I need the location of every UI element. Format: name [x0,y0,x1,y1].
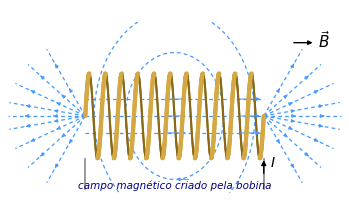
Text: $I$: $I$ [270,156,276,170]
Text: campo magnético criado pela bobina: campo magnético criado pela bobina [78,181,271,191]
Text: $\vec{B}$: $\vec{B}$ [318,30,331,51]
